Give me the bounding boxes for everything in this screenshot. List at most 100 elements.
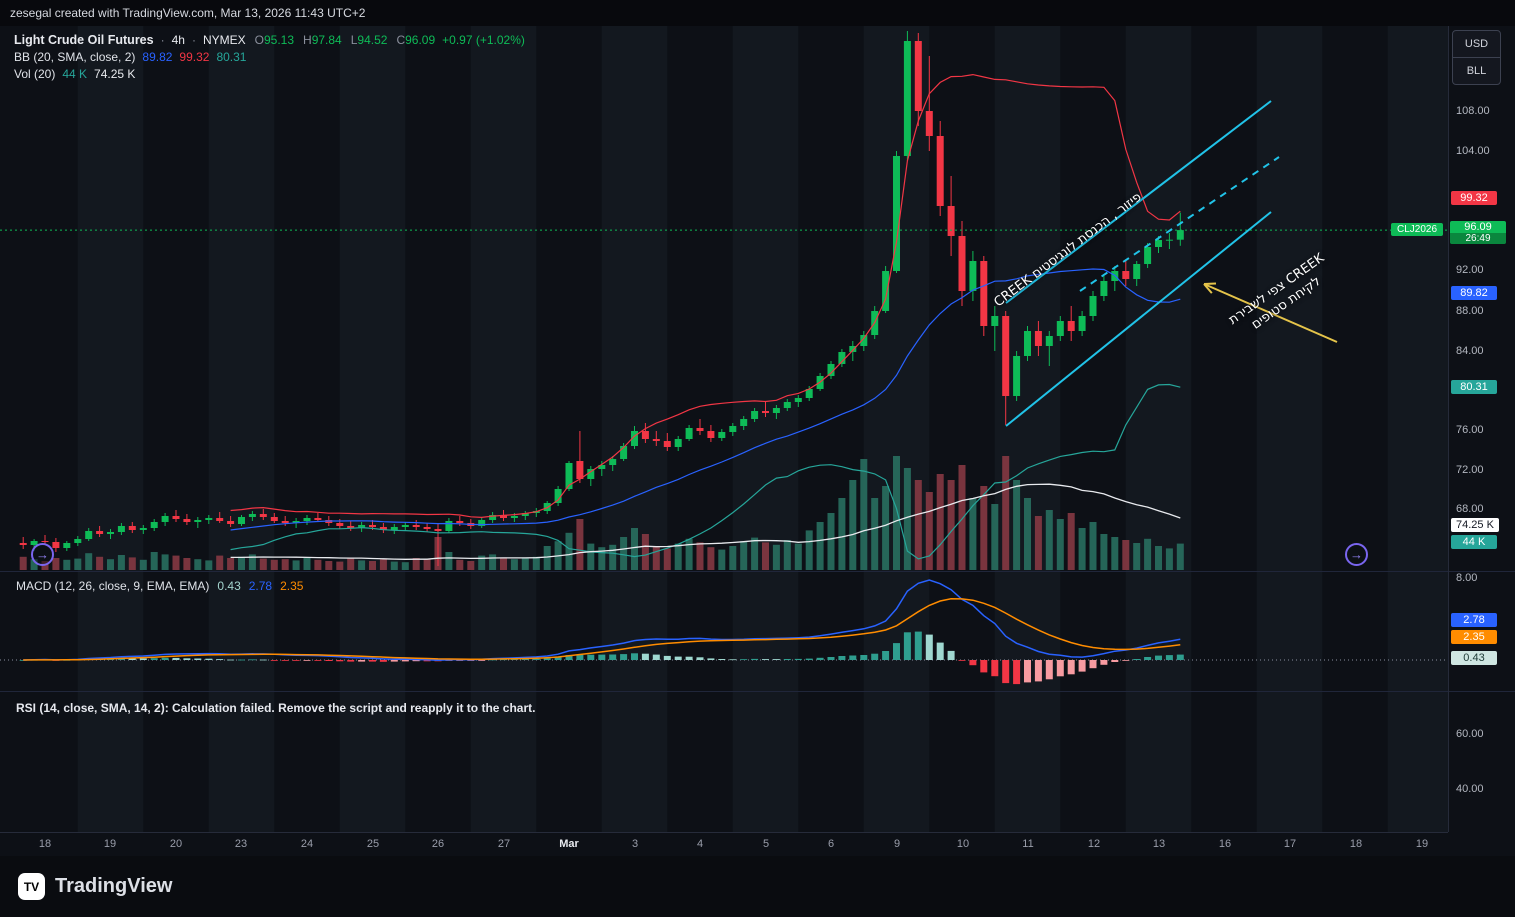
- time-axis-label: 6: [827, 838, 835, 850]
- price-axis-label: 72.00: [1456, 464, 1484, 476]
- price-axis-label: 76.00: [1456, 424, 1484, 436]
- axis-value-badge: 2.78: [1451, 613, 1497, 627]
- time-axis-label: 3: [631, 838, 639, 850]
- unit-button[interactable]: BLL: [1453, 57, 1500, 84]
- axis-value-badge: 44 K: [1451, 535, 1497, 549]
- status-bar: zesegal created with TradingView.com, Ma…: [0, 0, 1515, 26]
- volume-bars: [19, 456, 1184, 570]
- high-key: H: [303, 33, 312, 47]
- arrow-drawing: [1203, 283, 1338, 343]
- currency-button[interactable]: USD: [1464, 38, 1489, 50]
- price-axis-label: 40.00: [1456, 783, 1484, 795]
- time-axis-label: Mar: [559, 838, 579, 850]
- price-axis-label: 104.00: [1456, 145, 1490, 157]
- symbol-legend-row[interactable]: Light Crude Oil Futures · 4h · NYMEX O95…: [14, 33, 525, 47]
- status-text: zesegal created with TradingView.com, Ma…: [10, 6, 366, 20]
- exchange-label: NYMEX: [202, 33, 246, 47]
- macd-legend-row[interactable]: MACD (12, 26, close, 9, EMA, EMA) 0.43 2…: [16, 579, 303, 593]
- low-key: L: [350, 33, 358, 47]
- axis-value-badge: 80.31: [1451, 380, 1497, 394]
- arrow-right-icon: →: [36, 547, 49, 562]
- time-axis-label: 18: [1349, 838, 1363, 850]
- footer: TV TradingView: [0, 856, 1515, 917]
- trendline-drawings: [1005, 100, 1338, 427]
- axis-value-badge: 74.25 K: [1451, 518, 1499, 532]
- vol-title: Vol (20): [14, 67, 56, 81]
- jump-to-realtime-button[interactable]: →: [1345, 543, 1368, 566]
- time-axis-label: 12: [1087, 838, 1101, 850]
- price-axis-label: 8.00: [1456, 572, 1478, 584]
- symbol-name: Light Crude Oil Futures: [14, 33, 154, 47]
- open-value: 95.13: [263, 33, 295, 47]
- brand-name: TradingView: [55, 875, 173, 897]
- bb-lower-line: [230, 383, 1181, 560]
- time-axis-label: 25: [366, 838, 380, 850]
- macd-line-value: 2.78: [248, 579, 273, 593]
- time-axis-label: 17: [1283, 838, 1297, 850]
- interval-label: 4h: [171, 33, 185, 47]
- time-axis-label: 10: [956, 838, 970, 850]
- price-axis-label: 60.00: [1456, 728, 1484, 740]
- tradingview-logo-mark: TV: [18, 873, 45, 900]
- price-axis-label: 92.00: [1456, 264, 1484, 276]
- macd-pane: [0, 579, 1448, 685]
- axis-value-badge: 0.43: [1451, 651, 1497, 665]
- bb-title: BB (20, SMA, close, 2): [14, 50, 136, 64]
- separator: ·: [191, 33, 196, 47]
- rsi-error-message: RSI (14, close, SMA, 14, 2): Calculation…: [16, 701, 536, 715]
- low-value: 94.52: [357, 33, 388, 47]
- current-price-badge: 96.09 26:49: [1450, 221, 1506, 244]
- bb-lower-value: 80.31: [216, 50, 247, 64]
- bb-legend-row[interactable]: BB (20, SMA, close, 2) 89.82 99.32 80.31: [14, 50, 525, 64]
- bb-basis-value: 89.82: [142, 50, 173, 64]
- time-axis-label: 4: [696, 838, 704, 850]
- time-axis-label: 20: [169, 838, 183, 850]
- volume-legend-row[interactable]: Vol (20) 44 K 74.25 K: [14, 67, 525, 81]
- jump-left-button[interactable]: →: [31, 543, 54, 566]
- current-price-value: 96.09: [1464, 221, 1492, 233]
- change-value: +0.97 (+1.02%): [442, 33, 525, 47]
- price-axis-label: 108.00: [1456, 105, 1490, 117]
- bb-upper-value: 99.32: [179, 50, 210, 64]
- time-axis-label: 18: [38, 838, 52, 850]
- time-axis-label: 27: [497, 838, 511, 850]
- arrow-right-icon: →: [1350, 547, 1363, 562]
- price-axis[interactable]: 108.00 104.00 92.00 88.00 84.00 76.00 72.00 68.…: [1448, 26, 1515, 832]
- price-axis-label: 68.00: [1456, 503, 1484, 515]
- bar-countdown: 26:49: [1450, 233, 1506, 244]
- bb-basis-line: [230, 268, 1181, 531]
- time-axis-label: 24: [300, 838, 314, 850]
- logo-glyph: TV: [23, 879, 40, 894]
- vol-ma-value: 74.25 K: [94, 67, 136, 81]
- axis-value-badge: 99.32: [1451, 191, 1497, 205]
- high-value: 97.84: [311, 33, 342, 47]
- time-axis-label: 9: [893, 838, 901, 850]
- time-axis-label: 19: [103, 838, 117, 850]
- main-legend: Light Crude Oil Futures · 4h · NYMEX O95…: [14, 33, 525, 84]
- axis-value-badge: 89.82: [1451, 286, 1497, 300]
- time-axis-label: 13: [1152, 838, 1166, 850]
- time-axis-label: 19: [1415, 838, 1429, 850]
- macd-signal-value: 2.35: [280, 579, 304, 593]
- separator: ·: [160, 33, 165, 47]
- unit-selector: USD BLL: [1452, 30, 1501, 85]
- session-stripes: [77, 26, 1448, 832]
- vol-current-value: 44 K: [62, 67, 88, 81]
- price-axis-label: 88.00: [1456, 305, 1484, 317]
- time-axis-label: 5: [762, 838, 770, 850]
- macd-line: [23, 579, 1181, 661]
- price-axis-label: 84.00: [1456, 345, 1484, 357]
- macd-hist-value: 0.43: [217, 579, 241, 593]
- tradingview-logo[interactable]: TV TradingView: [18, 873, 172, 900]
- time-axis-label: 23: [234, 838, 248, 850]
- time-axis-label: 26: [431, 838, 445, 850]
- macd-title: MACD (12, 26, close, 9, EMA, EMA): [16, 579, 210, 593]
- time-axis-label: 11: [1022, 838, 1034, 850]
- time-axis[interactable]: 18 19 20 23 24 25 26 27 Mar 3 4 5 6 9 10 11 12 13 16 17 18 19: [0, 832, 1448, 857]
- bb-upper-line: [230, 73, 1181, 519]
- close-value: 96.09: [405, 33, 436, 47]
- candles: [19, 31, 1184, 566]
- symbol-price-label: CLJ2026: [1391, 223, 1444, 236]
